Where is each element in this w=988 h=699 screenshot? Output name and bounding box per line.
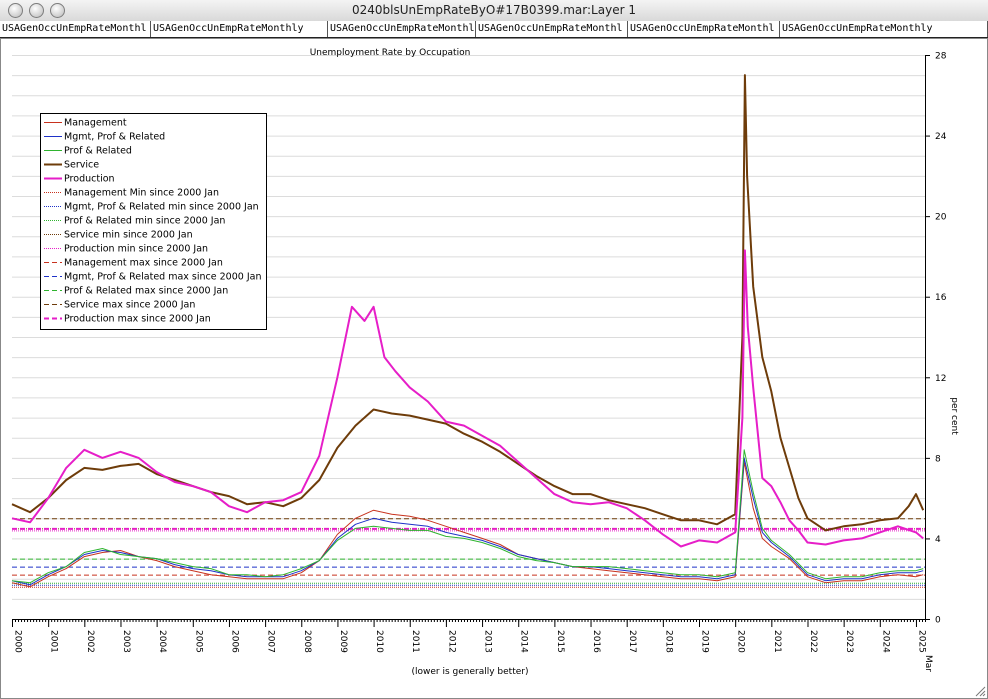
legend-label: Prof & Related min since 2000 Jan <box>64 216 225 227</box>
x-tick-label: 2009 <box>338 630 348 653</box>
x-tick-label: 2012 <box>446 630 456 653</box>
series-tab[interactable]: USAGenOccUnEmpRateMonthl <box>476 21 628 37</box>
x-tick-label: 2011 <box>410 630 420 653</box>
series-line <box>11 461 924 588</box>
series-line <box>11 457 924 586</box>
x-tick-label: 2000 <box>13 630 23 653</box>
x-tick-label: 2010 <box>374 630 384 653</box>
series-tab[interactable]: USAGenOccUnEmpRateMonthly <box>780 21 988 37</box>
x-tick-label: 2025 <box>916 630 926 653</box>
x-tick-label-month: Mar <box>923 655 933 672</box>
series-tab[interactable]: USAGenOccUnEmpRateMonthly <box>328 21 476 37</box>
x-tick-label: 2016 <box>591 630 601 653</box>
close-button[interactable] <box>8 3 23 18</box>
legend-label: Production <box>64 174 115 185</box>
minimize-button[interactable] <box>29 3 44 18</box>
series-tab-bar: USAGenOccUnEmpRateMonthl USAGenOccUnEmpR… <box>0 21 988 38</box>
x-tick-label: 2005 <box>193 630 203 653</box>
y-tick-label: 28 <box>935 52 947 62</box>
legend-label: Prof & Related max since 2000 Jan <box>64 286 228 297</box>
legend-label: Management <box>64 118 127 129</box>
x-tick-label: 2023 <box>844 630 854 653</box>
legend-label: Mgmt, Prof & Related <box>64 132 165 143</box>
x-tick-label: 2003 <box>121 630 131 653</box>
x-tick-label: 2024 <box>880 630 890 653</box>
series-line <box>11 249 924 548</box>
legend: Management Mgmt, Prof & Related Prof & Rel… <box>40 113 267 330</box>
window-titlebar[interactable]: 0240blsUnEmpRateByO#17B0399.mar:Layer 1 <box>0 0 988 22</box>
x-tick-label: 2020 <box>736 630 746 653</box>
y-tick-label: 24 <box>935 132 947 142</box>
x-tick-label: 2001 <box>49 630 59 653</box>
legend-label: Service <box>64 160 99 171</box>
x-tick-label: 2013 <box>483 630 493 653</box>
series-tab[interactable]: USAGenOccUnEmpRateMonthl <box>0 21 151 37</box>
y-tick-label: 20 <box>935 213 947 223</box>
x-tick-label: 2022 <box>808 630 818 653</box>
legend-label: Management max since 2000 Jan <box>64 258 223 269</box>
reference-lines <box>12 518 925 588</box>
x-tick-label: 2014 <box>519 630 529 653</box>
x-tick-label: 2015 <box>555 630 565 653</box>
legend-label: Service max since 2000 Jan <box>64 300 195 311</box>
legend-label: Service min since 2000 Jan <box>64 230 193 241</box>
x-tick-label: 2004 <box>157 630 167 653</box>
x-tick-label: 2007 <box>266 630 276 653</box>
chart-footnote: (lower is generally better) <box>412 667 529 677</box>
y-tick-label: 16 <box>935 293 947 303</box>
window-title: 0240blsUnEmpRateByO#17B0399.mar:Layer 1 <box>352 3 636 17</box>
chart-title: Unemployment Rate by Occupation <box>310 48 471 58</box>
y-tick-label: 0 <box>935 616 941 626</box>
legend-label: Mgmt, Prof & Related min since 2000 Jan <box>64 202 259 213</box>
x-tick-label: 2006 <box>229 630 239 653</box>
legend-label: Management Min since 2000 Jan <box>64 188 219 199</box>
x-tick-label: 2008 <box>302 630 312 653</box>
resize-grip-icon[interactable] <box>973 684 986 697</box>
x-tick-label: 2021 <box>772 630 782 653</box>
zoom-button[interactable] <box>50 3 65 18</box>
legend-label: Production min since 2000 Jan <box>64 244 208 255</box>
y-tick-label: 12 <box>935 374 946 384</box>
x-tick-label: 2018 <box>663 630 673 653</box>
y-tick-label: 8 <box>935 454 941 464</box>
legend-label: Mgmt, Prof & Related max since 2000 Jan <box>64 272 261 283</box>
x-tick-label: 2017 <box>627 630 637 653</box>
y-tick-label: 4 <box>935 535 941 545</box>
series-lines <box>11 74 925 588</box>
legend-label: Production max since 2000 Jan <box>64 314 211 325</box>
y-axis-label: per cent <box>949 397 959 435</box>
legend-label: Prof & Related <box>64 146 132 157</box>
series-line <box>11 449 924 584</box>
x-tick-label: 2002 <box>85 630 95 653</box>
series-tab[interactable]: USAGenOccUnEmpRateMonthly <box>151 21 328 37</box>
x-tick-label: 2019 <box>700 630 710 653</box>
series-tab[interactable]: USAGenOccUnEmpRateMonthl <box>628 21 780 37</box>
legend-box <box>40 113 267 330</box>
